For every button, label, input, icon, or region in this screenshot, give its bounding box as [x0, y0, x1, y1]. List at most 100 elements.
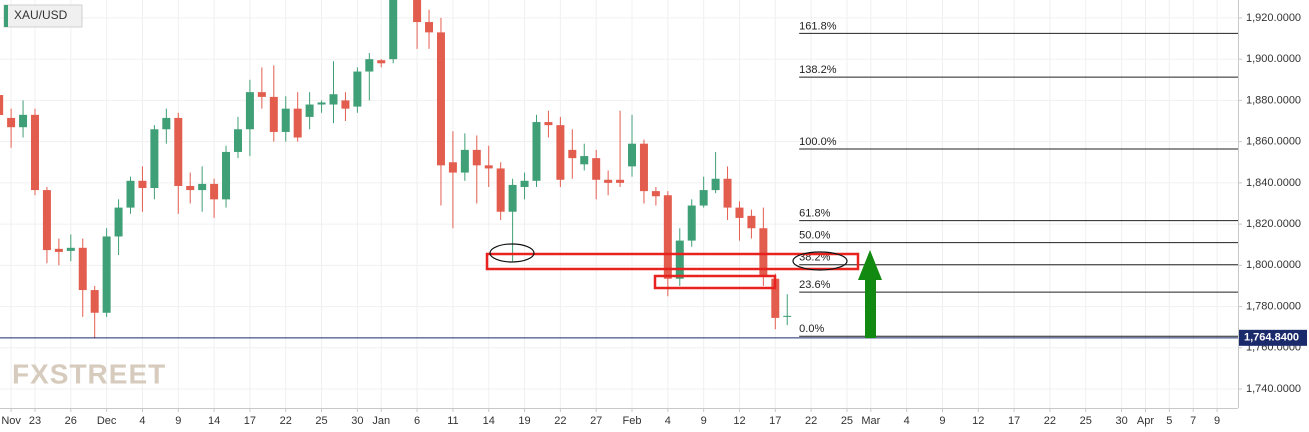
x-tick-label: 17 [244, 415, 256, 427]
candle-body [783, 315, 792, 317]
candle-body [198, 183, 207, 191]
candle-body [616, 179, 625, 183]
symbol-accent [4, 5, 8, 27]
x-tick-label: 12 [733, 415, 745, 427]
candle-body [293, 108, 302, 138]
candle-body [771, 278, 780, 318]
annotations [485, 243, 882, 338]
candle-body [472, 149, 481, 166]
x-tick-label: Feb [623, 415, 642, 427]
candle-body [0, 95, 4, 116]
x-tick-label: 6 [414, 415, 420, 427]
candle-body [389, 0, 398, 60]
x-tick-label: 14 [208, 415, 220, 427]
zone-box [485, 252, 860, 271]
candle-body [233, 129, 242, 152]
candle-body [496, 168, 505, 212]
candle-body [747, 215, 756, 229]
x-tick-label: 30 [1115, 415, 1127, 427]
candle-body [639, 143, 648, 192]
y-tick-label: 1,800.0000 [1246, 259, 1301, 271]
candle-body [245, 92, 254, 130]
zone-box [653, 274, 777, 290]
x-tick-label: 12 [972, 415, 984, 427]
x-tick-label: 22 [1044, 415, 1056, 427]
candle-body [341, 100, 350, 109]
candle-body [460, 149, 469, 173]
y-tick-label: 1,920.0000 [1246, 12, 1301, 24]
candle-body [257, 92, 266, 97]
candle-body [269, 96, 278, 132]
x-tick-label: 14 [483, 415, 495, 427]
candle-body [329, 94, 338, 105]
x-tick-label: 9 [939, 415, 945, 427]
x-tick-label: 25 [841, 415, 853, 427]
candle-body [353, 71, 362, 107]
candle-body [413, 0, 422, 23]
x-tick-label: 25 [1080, 415, 1092, 427]
fib-label: 100.0% [799, 136, 837, 148]
candle-body [126, 180, 135, 208]
y-tick-label: 1,820.0000 [1246, 218, 1301, 230]
candle-body [735, 207, 744, 218]
x-tick-label: 25 [315, 415, 327, 427]
candle-body [663, 195, 672, 279]
candle-body [174, 117, 183, 186]
candle-body [532, 122, 541, 181]
y-tick-label: 1,740.0000 [1246, 383, 1301, 395]
candle-body [7, 117, 16, 128]
symbol-label: XAU/USD [14, 8, 68, 22]
candle-body [425, 22, 434, 33]
arrow-shaft [865, 272, 876, 338]
fib-label: 61.8% [799, 208, 830, 220]
x-tick-label: 9 [175, 415, 181, 427]
y-tick-label: 1,900.0000 [1246, 53, 1301, 65]
candle-body [78, 247, 87, 291]
y-tick-label: 1,880.0000 [1246, 94, 1301, 106]
candle-body [723, 178, 732, 208]
watermark: FXSTREET [12, 358, 166, 389]
candle-body [520, 180, 529, 187]
x-tick-label: 11 [447, 415, 458, 427]
y-tick-label: 1,780.0000 [1246, 300, 1301, 312]
x-tick-label: 4 [665, 415, 671, 427]
candle-body [42, 190, 51, 251]
candle-body [377, 60, 386, 64]
x-tick-label: 19 [518, 415, 530, 427]
candle-body [544, 122, 553, 126]
candle-body [651, 191, 660, 197]
fib-label: 161.8% [799, 20, 837, 32]
candle-body [759, 228, 768, 276]
candle-body [210, 183, 219, 200]
candle-body [186, 185, 195, 191]
x-tick-label: 4 [139, 415, 145, 427]
x-tick-label: Dec [97, 415, 117, 427]
x-tick-label: 27 [590, 415, 602, 427]
x-tick-label: 4 [904, 415, 910, 427]
x-tick-label: 22 [554, 415, 566, 427]
x-tick-label: 7 [1190, 415, 1196, 427]
last-price-box [1239, 329, 1307, 346]
x-tick-label: 5 [1166, 415, 1172, 427]
x-tick-label: Nov [1, 415, 21, 427]
last-price-label: 1,764.8400 [1244, 332, 1299, 344]
grid [0, 0, 1238, 408]
candle-body [568, 149, 577, 159]
axes: 1,740.00001,760.00001,780.00001,800.0000… [1, 12, 1307, 427]
y-tick-label: 1,860.0000 [1246, 136, 1301, 148]
candle-body [508, 184, 517, 212]
candle-body [604, 179, 613, 183]
candle-body [448, 162, 457, 173]
x-tick-label: Mar [861, 415, 880, 427]
candle-body [138, 180, 147, 189]
candle-body [365, 59, 374, 72]
candle-body [66, 247, 75, 251]
candle-body [687, 205, 696, 241]
candle-body [281, 108, 290, 132]
candle-body [222, 151, 231, 200]
candle-body [484, 165, 493, 169]
x-tick-label: 26 [65, 415, 77, 427]
candle-body [317, 102, 326, 105]
